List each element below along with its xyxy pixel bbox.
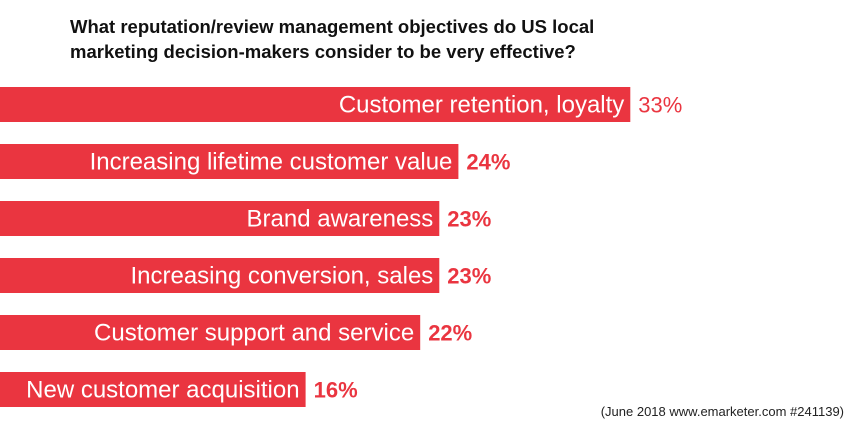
value-label-6: 16% — [314, 378, 358, 403]
category-label-1: Customer retention, loyalty — [339, 92, 624, 119]
bar-5 — [0, 315, 421, 350]
value-label-1: 33% — [638, 93, 682, 118]
bar-6 — [0, 372, 306, 407]
chart-title-line-1: What reputation/review management object… — [70, 16, 595, 37]
bar-3 — [0, 201, 440, 236]
category-label-3: Brand awareness — [247, 206, 434, 233]
bar-2 — [0, 144, 459, 179]
value-label-2: 24% — [466, 150, 510, 175]
bar-4 — [0, 258, 440, 293]
value-label-3: 23% — [447, 207, 491, 232]
category-label-2: Increasing lifetime customer value — [90, 149, 453, 176]
value-label-5: 22% — [428, 321, 472, 346]
chart-title: What reputation/review management object… — [70, 14, 710, 64]
category-label-4: Increasing conversion, sales — [130, 263, 433, 290]
category-label-5: Customer support and service — [94, 320, 414, 347]
chart-title-line-2: marketing decision-makers consider to be… — [70, 41, 576, 62]
value-label-4: 23% — [447, 264, 491, 289]
bar-1 — [0, 87, 631, 122]
source-note: (June 2018 www.emarketer.com #241139) — [600, 404, 844, 419]
category-label-6: New customer acquisition — [26, 377, 299, 404]
